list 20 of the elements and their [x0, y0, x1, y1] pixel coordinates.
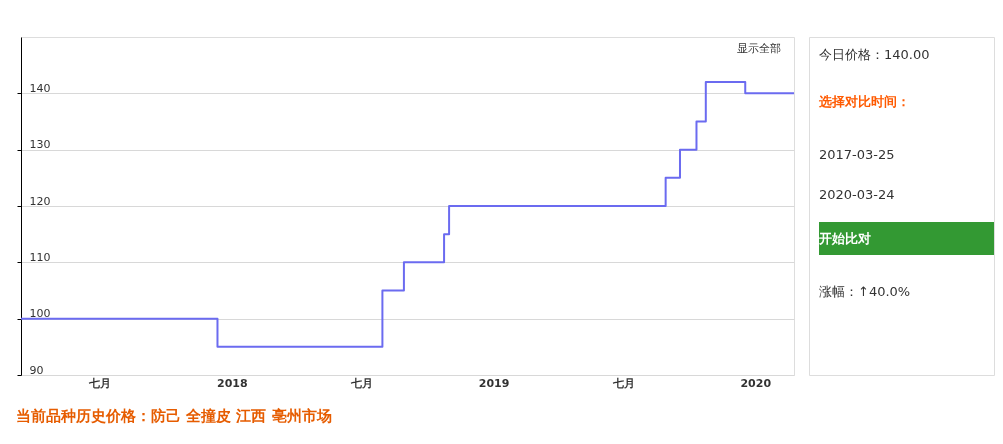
- y-tick-label: 100: [29, 307, 51, 321]
- y-tick-label: 130: [29, 138, 51, 152]
- y-tick-label: 110: [29, 250, 51, 264]
- text: 2020-03-24: [819, 187, 895, 202]
- x-tick-label: 七月: [88, 376, 112, 390]
- x-tick-label: 七月: [611, 376, 635, 390]
- y-tick-label: 140: [29, 81, 51, 95]
- text: 当前品种历史价格：防己 全撞皮 江西 亳州市场: [16, 406, 332, 425]
- x-tick-label: 2018: [217, 376, 248, 390]
- y-tick-label: 120: [29, 194, 51, 208]
- annotation: 显示全部: [737, 42, 781, 55]
- text: 选择对比时间：: [818, 94, 910, 109]
- x-tick-label: 2020: [740, 376, 772, 390]
- text: 今日价格：140.00: [819, 47, 930, 62]
- y-tick-label: 90: [29, 363, 44, 377]
- text: 开始比对: [818, 231, 871, 246]
- x-tick-label: 七月: [350, 376, 374, 390]
- x-tick-label: 2019: [478, 376, 510, 390]
- text: 涨幅：↑40.0%: [819, 284, 911, 299]
- text: 2017-03-25: [819, 147, 895, 162]
